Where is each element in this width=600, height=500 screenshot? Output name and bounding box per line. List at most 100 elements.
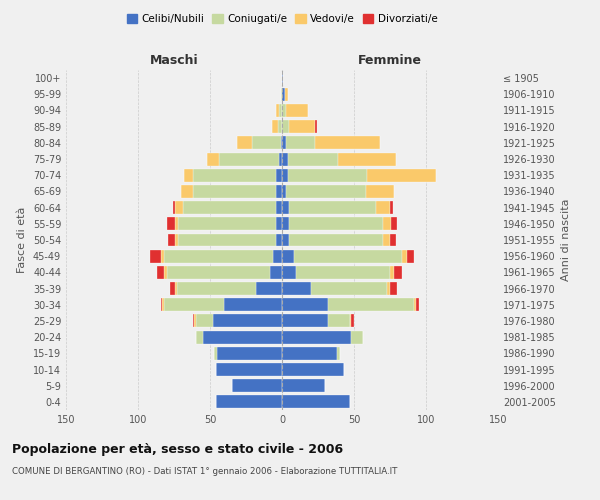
Text: COMUNE DI BERGANTINO (RO) - Dati ISTAT 1° gennaio 2006 - Elaborazione TUTTITALIA: COMUNE DI BERGANTINO (RO) - Dati ISTAT 1… xyxy=(12,468,397,476)
Bar xyxy=(193,169,276,181)
Bar xyxy=(282,298,328,311)
Bar xyxy=(282,136,286,149)
Bar xyxy=(390,282,397,295)
Bar xyxy=(416,298,419,311)
Bar xyxy=(214,347,217,360)
Bar xyxy=(281,88,282,101)
Bar xyxy=(282,250,293,262)
Bar xyxy=(279,104,282,117)
Bar xyxy=(178,234,276,246)
Bar xyxy=(238,136,252,149)
Y-axis label: Anni di nascita: Anni di nascita xyxy=(561,198,571,281)
Bar xyxy=(282,120,289,133)
Bar xyxy=(276,201,282,214)
Bar xyxy=(193,314,194,328)
Bar xyxy=(282,347,337,360)
Bar xyxy=(383,234,390,246)
Bar xyxy=(181,185,193,198)
Bar xyxy=(216,363,282,376)
Bar xyxy=(289,218,383,230)
Bar xyxy=(286,185,365,198)
Text: Femmine: Femmine xyxy=(358,54,422,67)
Bar xyxy=(282,104,286,117)
Bar xyxy=(365,185,394,198)
Bar xyxy=(282,314,328,328)
Bar xyxy=(282,396,350,408)
Text: Maschi: Maschi xyxy=(149,54,199,67)
Bar xyxy=(182,201,276,214)
Bar xyxy=(167,266,271,279)
Bar xyxy=(282,218,289,230)
Bar xyxy=(276,234,282,246)
Bar xyxy=(217,347,282,360)
Bar xyxy=(196,330,203,344)
Bar xyxy=(288,152,338,166)
Bar xyxy=(293,250,401,262)
Bar xyxy=(161,250,164,262)
Bar xyxy=(286,104,308,117)
Bar xyxy=(282,234,289,246)
Bar xyxy=(282,266,296,279)
Bar xyxy=(282,88,285,101)
Bar xyxy=(178,218,276,230)
Bar xyxy=(168,234,175,246)
Bar xyxy=(282,152,288,166)
Bar xyxy=(338,152,396,166)
Bar xyxy=(296,266,390,279)
Bar xyxy=(164,266,167,279)
Bar xyxy=(315,120,317,133)
Bar xyxy=(216,396,282,408)
Bar xyxy=(207,152,218,166)
Legend: Celibi/Nubili, Coniugati/e, Vedovi/e, Divorziati/e: Celibi/Nubili, Coniugati/e, Vedovi/e, Di… xyxy=(122,10,442,29)
Bar xyxy=(315,136,380,149)
Bar xyxy=(311,282,387,295)
Bar xyxy=(282,72,283,85)
Bar xyxy=(350,314,351,328)
Bar xyxy=(175,234,178,246)
Bar xyxy=(390,234,396,246)
Bar xyxy=(164,298,224,311)
Bar xyxy=(276,218,282,230)
Bar xyxy=(164,250,274,262)
Text: Popolazione per età, sesso e stato civile - 2006: Popolazione per età, sesso e stato civil… xyxy=(12,442,343,456)
Bar xyxy=(282,330,351,344)
Bar xyxy=(193,185,276,198)
Bar xyxy=(282,363,344,376)
Bar xyxy=(274,250,282,262)
Bar xyxy=(194,314,196,328)
Bar xyxy=(157,266,164,279)
Bar xyxy=(276,185,282,198)
Bar xyxy=(163,298,164,311)
Bar xyxy=(218,152,279,166)
Bar xyxy=(282,185,286,198)
Bar xyxy=(289,120,315,133)
Bar xyxy=(256,282,282,295)
Bar xyxy=(272,120,278,133)
Bar xyxy=(213,314,282,328)
Y-axis label: Fasce di età: Fasce di età xyxy=(17,207,27,273)
Bar xyxy=(337,347,340,360)
Bar xyxy=(175,218,178,230)
Bar xyxy=(175,282,177,295)
Bar xyxy=(391,218,397,230)
Bar xyxy=(276,104,279,117)
Bar xyxy=(367,169,436,181)
Bar xyxy=(328,314,350,328)
Bar xyxy=(376,201,390,214)
Bar xyxy=(390,266,394,279)
Bar xyxy=(288,169,367,181)
Bar xyxy=(161,298,163,311)
Bar xyxy=(196,314,213,328)
Bar xyxy=(390,201,393,214)
Bar xyxy=(175,201,182,214)
Bar xyxy=(224,298,282,311)
Bar xyxy=(415,298,416,311)
Bar xyxy=(282,169,288,181)
Bar xyxy=(282,379,325,392)
Bar xyxy=(184,169,193,181)
Bar xyxy=(281,136,282,149)
Bar xyxy=(170,282,175,295)
Bar xyxy=(401,250,407,262)
Bar xyxy=(286,136,315,149)
Bar xyxy=(289,201,376,214)
